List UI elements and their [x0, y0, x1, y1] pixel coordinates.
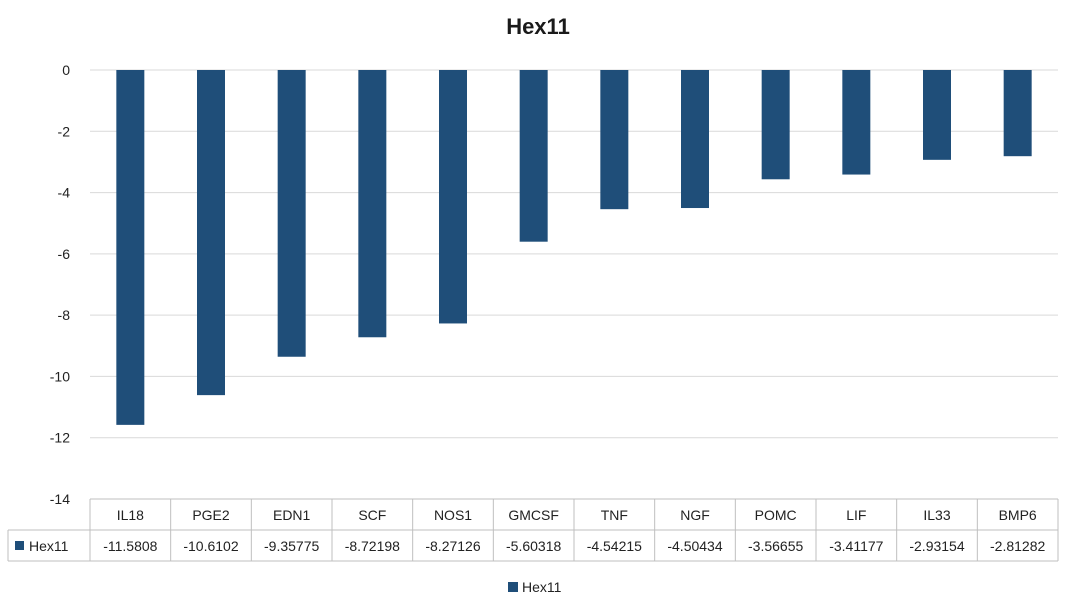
- gridlines: [90, 69, 1058, 439]
- legend: Hex11: [508, 579, 562, 595]
- value-label: -3.56655: [748, 538, 803, 554]
- category-label: NGF: [680, 507, 710, 523]
- category-label: IL33: [923, 507, 950, 523]
- value-label: -3.41177: [829, 538, 883, 554]
- bar-gmcsf: [519, 70, 548, 242]
- y-tick-label: -4: [58, 185, 71, 201]
- bar-il33: [923, 70, 951, 160]
- y-tick-label: -2: [58, 123, 71, 139]
- y-axis: 0 -2 -4 -6 -8 -10 -12 -14: [50, 62, 70, 507]
- bar-il18: [116, 70, 145, 425]
- value-label: -8.72198: [345, 538, 400, 554]
- legend-swatch: [508, 582, 518, 592]
- value-label: -9.35775: [264, 538, 319, 554]
- bar-lif: [842, 70, 871, 175]
- y-tick-label: -12: [50, 430, 70, 446]
- category-label: EDN1: [273, 507, 311, 523]
- category-label: LIF: [846, 507, 866, 523]
- value-label: -4.50434: [667, 538, 722, 554]
- value-label: -2.93154: [909, 538, 964, 554]
- bar-nos1: [439, 70, 467, 324]
- y-tick-label: -8: [58, 307, 71, 323]
- category-label: POMC: [755, 507, 797, 523]
- value-label: -10.6102: [183, 538, 238, 554]
- bars: [116, 70, 1032, 425]
- value-label: -11.5808: [103, 538, 157, 554]
- category-label: TNF: [601, 507, 628, 523]
- value-label: -4.54215: [587, 538, 642, 554]
- value-label: -2.81282: [990, 538, 1045, 554]
- y-tick-label: -10: [50, 368, 70, 384]
- table-series-name: Hex11: [29, 538, 69, 554]
- bar-pomc: [761, 70, 790, 180]
- chart-title: Hex11: [506, 14, 570, 39]
- bar-pge2: [197, 70, 225, 396]
- bar-edn1: [277, 70, 306, 357]
- bar-scf: [358, 70, 387, 338]
- category-label: IL18: [117, 507, 144, 523]
- y-tick-label: -6: [58, 246, 71, 262]
- value-label: -8.27126: [425, 538, 480, 554]
- category-label: NOS1: [434, 507, 472, 523]
- y-tick-label: 0: [62, 62, 70, 78]
- legend-label: Hex11: [522, 579, 562, 595]
- y-tick-label: -14: [50, 491, 70, 507]
- bar-tnf: [600, 70, 629, 210]
- bar-bmp6: [1003, 70, 1032, 157]
- table-legend-swatch: [15, 541, 24, 550]
- category-label: PGE2: [192, 507, 230, 523]
- value-label: -5.60318: [506, 538, 561, 554]
- category-label: SCF: [358, 507, 386, 523]
- bar-ngf: [681, 70, 709, 209]
- category-label: GMCSF: [508, 507, 559, 523]
- category-label: BMP6: [999, 507, 1037, 523]
- data-table: IL18 -11.5808 PGE2 -10.6102 EDN1 -9.35775 SCF -…: [7, 498, 1059, 562]
